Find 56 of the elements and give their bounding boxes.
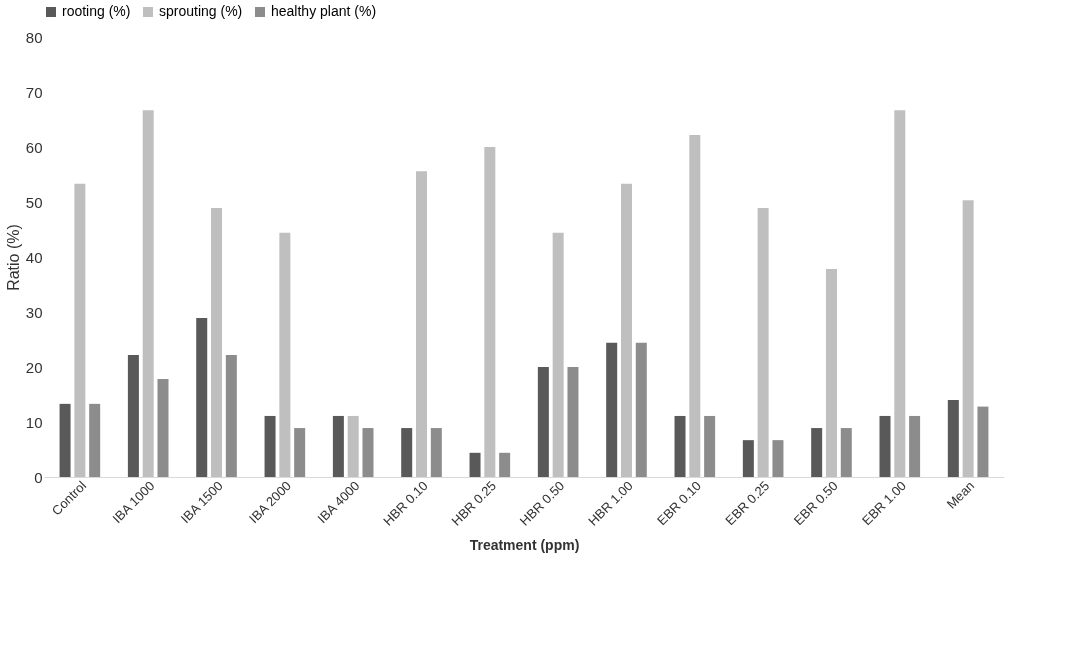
bar <box>909 415 921 477</box>
bar <box>469 452 481 477</box>
bar <box>332 415 344 477</box>
bar <box>416 171 428 477</box>
bar <box>894 110 906 477</box>
y-tick-label: 30 <box>25 303 43 321</box>
bar <box>74 183 86 477</box>
y-tick-label: 0 <box>34 468 43 486</box>
bar <box>757 208 769 477</box>
bar <box>347 415 359 477</box>
bar <box>962 200 974 477</box>
bar <box>811 428 823 477</box>
legend-label: healthy plant (%) <box>271 3 377 19</box>
y-tick-label: 10 <box>25 413 43 431</box>
y-tick-label: 80 <box>25 28 43 46</box>
bar <box>537 367 549 477</box>
bar <box>484 147 496 477</box>
bar <box>606 342 618 477</box>
y-tick-label: 70 <box>25 83 43 101</box>
bar <box>401 428 413 477</box>
bar <box>499 452 511 477</box>
bar <box>142 110 154 477</box>
bar <box>362 428 374 477</box>
bar <box>742 440 754 477</box>
y-axis-title: Ratio (%) <box>4 224 22 291</box>
y-tick-label: 50 <box>25 193 43 211</box>
bar <box>704 415 716 477</box>
bar <box>567 367 579 477</box>
bar <box>89 403 101 477</box>
bar <box>977 406 989 477</box>
legend-label: rooting (%) <box>62 3 131 19</box>
legend-label: sprouting (%) <box>159 3 243 19</box>
bar <box>225 354 237 477</box>
bar <box>772 440 784 477</box>
y-tick-label: 60 <box>25 138 43 156</box>
bar <box>196 318 208 477</box>
bar <box>689 134 701 477</box>
bar <box>264 415 276 477</box>
bar <box>674 415 686 477</box>
bar <box>127 354 139 477</box>
y-tick-label: 20 <box>25 358 43 376</box>
bar <box>947 400 959 477</box>
bar <box>211 208 223 477</box>
x-axis-title: Treatment (ppm) <box>469 536 580 553</box>
bar <box>840 428 852 477</box>
bar <box>879 415 891 477</box>
bar <box>59 403 71 477</box>
bar <box>430 428 442 477</box>
bar <box>552 232 564 477</box>
bar <box>825 269 837 477</box>
bar <box>157 379 169 477</box>
bar <box>635 342 647 477</box>
bar <box>620 183 632 477</box>
bar <box>279 232 291 477</box>
y-tick-label: 40 <box>25 248 43 266</box>
bar <box>294 428 306 477</box>
